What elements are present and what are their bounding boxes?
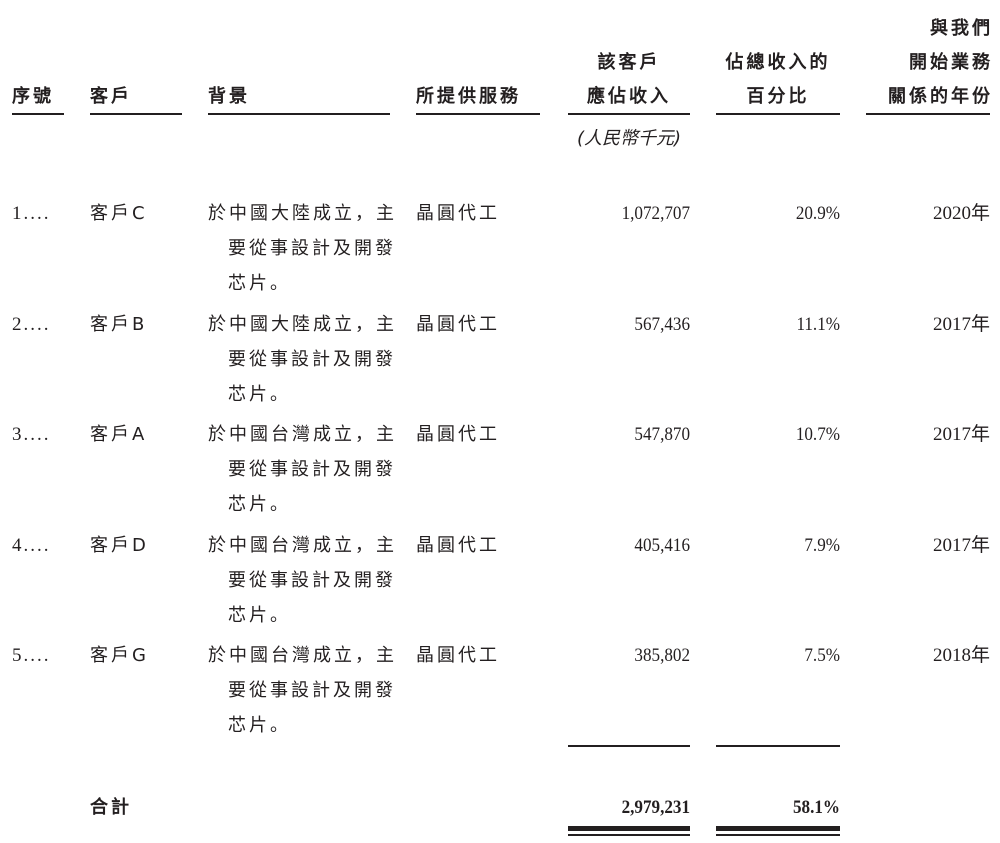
row-year: 2020年 xyxy=(932,203,990,224)
total-percent: 58.1% xyxy=(792,797,840,818)
total-double-rule xyxy=(568,834,690,836)
row-revenue: 547,870 xyxy=(634,424,690,445)
total-double-rule xyxy=(716,826,840,831)
header-customer: 客戶 xyxy=(90,86,132,107)
header-underline xyxy=(12,113,64,115)
row-year: 2018年 xyxy=(932,645,990,666)
row-seq: 5.... xyxy=(12,645,51,666)
header-years: 與我們 開始業務 關係的年份 xyxy=(850,12,993,114)
row-year: 2017年 xyxy=(932,534,990,556)
header-underline xyxy=(716,113,840,115)
header-years-line3: 關係的年份 xyxy=(888,86,993,107)
header-underline xyxy=(866,113,990,115)
row-seq: 4.... xyxy=(12,534,51,556)
header-underline xyxy=(90,113,182,115)
header-percent-line2: 百分比 xyxy=(746,86,810,107)
row-service: 晶圓代工 xyxy=(416,645,500,666)
header-seq: 序號 xyxy=(12,86,54,107)
revenue-unit: (人民幣千元) xyxy=(576,128,682,149)
row-revenue: 405,416 xyxy=(634,534,690,556)
subtotal-rule xyxy=(716,745,840,747)
row-background-line: 要從事設計及開發 xyxy=(228,569,396,591)
total-double-rule xyxy=(568,826,690,831)
row-background: 於中國大陸成立，主要從事設計及開發 芯片。 xyxy=(208,196,398,301)
total-label: 合計 xyxy=(90,797,132,818)
row-seq: 3.... xyxy=(12,424,51,445)
row-customer: 客戶C xyxy=(90,203,148,224)
row-customer: 客戶B xyxy=(90,313,148,335)
row-background-line: 芯片。 xyxy=(228,494,291,515)
row-seq: 2.... xyxy=(12,313,51,335)
row-percent: 11.1% xyxy=(796,313,840,335)
row-background: 於中國大陸成立，主要從事設計及開發 芯片。 xyxy=(208,307,398,412)
row-background-line: 要從事設計及開發 xyxy=(228,238,396,259)
header-years-line2: 開始業務 xyxy=(909,52,993,73)
row-year: 2017年 xyxy=(932,313,990,335)
header-revenue-line2: 應佔收入 xyxy=(587,86,671,107)
header-revenue-line1: 該客戶 xyxy=(597,52,661,73)
header-background: 背景 xyxy=(208,86,250,107)
header-underline xyxy=(208,113,390,115)
header-revenue: 該客戶 應佔收入 xyxy=(568,46,690,114)
row-year: 2017年 xyxy=(932,424,990,445)
row-background-line: 要從事設計及開發 xyxy=(228,680,396,701)
row-background: 於中國台灣成立，主要從事設計及開發 芯片。 xyxy=(208,638,398,743)
row-customer: 客戶G xyxy=(90,645,149,666)
row-percent: 7.5% xyxy=(804,645,840,666)
header-percent-line1: 佔總收入的 xyxy=(725,52,831,73)
row-customer: 客戶A xyxy=(90,424,148,445)
row-percent: 10.7% xyxy=(795,424,840,445)
row-background: 於中國台灣成立，主要從事設計及開發 芯片。 xyxy=(208,417,398,522)
total-revenue: 2,979,231 xyxy=(621,797,690,818)
row-background-line: 芯片。 xyxy=(228,273,291,294)
row-background-line: 芯片。 xyxy=(228,604,291,626)
header-years-line1: 與我們 xyxy=(930,18,993,39)
row-percent: 20.9% xyxy=(795,203,840,224)
row-service: 晶圓代工 xyxy=(416,424,500,445)
row-background-line: 芯片。 xyxy=(228,383,291,405)
subtotal-rule xyxy=(568,745,690,747)
row-percent: 7.9% xyxy=(804,534,840,556)
row-customer: 客戶D xyxy=(90,534,149,556)
row-background-line: 於中國台灣成立，主 xyxy=(208,645,397,666)
row-background-line: 於中國大陸成立，主 xyxy=(208,313,397,335)
row-revenue: 385,802 xyxy=(634,645,690,666)
row-seq: 1.... xyxy=(12,203,51,224)
row-service: 晶圓代工 xyxy=(416,534,500,556)
row-background: 於中國台灣成立，主要從事設計及開發 芯片。 xyxy=(208,528,398,633)
row-background-line: 於中國大陸成立，主 xyxy=(208,203,397,224)
row-revenue: 567,436 xyxy=(634,313,690,335)
row-background-line: 要從事設計及開發 xyxy=(228,459,396,480)
row-background-line: 於中國台灣成立，主 xyxy=(208,424,397,445)
row-revenue: 1,072,707 xyxy=(621,203,690,224)
row-service: 晶圓代工 xyxy=(416,203,500,224)
row-background-line: 芯片。 xyxy=(228,715,291,736)
header-percent: 佔總收入的 百分比 xyxy=(716,46,840,114)
total-double-rule xyxy=(716,834,840,836)
row-service: 晶圓代工 xyxy=(416,313,500,335)
row-background-line: 要從事設計及開發 xyxy=(228,348,396,370)
row-background-line: 於中國台灣成立，主 xyxy=(208,534,397,556)
header-service: 所提供服務 xyxy=(416,86,521,107)
header-underline xyxy=(416,113,540,115)
header-underline xyxy=(568,113,690,115)
